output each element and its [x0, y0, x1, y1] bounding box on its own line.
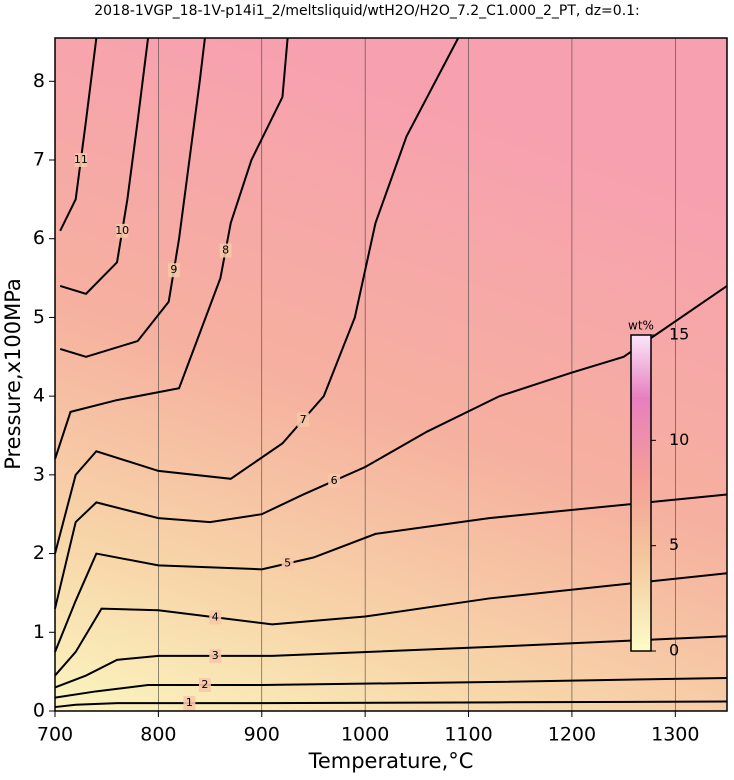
contour-label-bg [74, 153, 87, 168]
y-tick-label: 2 [33, 542, 45, 564]
x-axis-label: Temperature,°C [308, 749, 474, 773]
colorbar-tick-label: 15 [669, 325, 689, 344]
colorbar-tick-label: 10 [669, 430, 689, 449]
colorbar-tick-label: 0 [669, 641, 679, 660]
plot-frame [54, 37, 728, 712]
y-tick-label: 5 [33, 306, 45, 328]
contour-line [54, 37, 460, 554]
contour-label-bg [281, 556, 294, 571]
y-axis-label: Pressure,x100MPa [1, 278, 25, 470]
contour-label: 6 [331, 474, 338, 487]
contour-label-bg [167, 263, 180, 278]
colorbar-scale [630, 334, 652, 652]
contour-label: 1 [186, 696, 193, 709]
contour-label-bg [209, 648, 222, 663]
y-tick-label: 3 [33, 463, 45, 485]
contour-label-bg [198, 678, 211, 693]
x-tick-label: 1200 [548, 724, 596, 746]
x-tick-label: 900 [244, 724, 280, 746]
x-tick-label: 1100 [444, 724, 492, 746]
contour-label-bg [116, 223, 129, 238]
contour-label-bg [297, 412, 310, 427]
y-tick-label: 4 [33, 385, 45, 407]
y-tick-label: 6 [33, 227, 45, 249]
contour-label: 9 [170, 263, 177, 276]
contour-label: 3 [212, 649, 219, 662]
plot-background [55, 38, 727, 711]
x-tick-label: 1300 [651, 724, 699, 746]
y-tick-label: 7 [33, 149, 45, 171]
contour-label: 7 [300, 413, 307, 426]
contour-label-bg [183, 696, 196, 711]
chart-title: 2018-1VGP_18-1V-p14i1_2/meltsliquid/wtH2… [94, 3, 640, 19]
colorbar-label: wt% [628, 319, 654, 333]
x-tick-label: 700 [37, 724, 73, 746]
colorbar-tick-label: 5 [669, 535, 679, 554]
contour-label: 11 [74, 153, 88, 166]
contour-label: 10 [115, 224, 129, 237]
contour-label-bg [328, 473, 341, 488]
contour-label: 4 [212, 610, 219, 623]
contour-label-bg [219, 243, 232, 258]
x-tick-label: 800 [140, 724, 176, 746]
contour-line [54, 493, 728, 653]
y-tick-label: 0 [33, 700, 45, 722]
contour-label-bg [209, 610, 222, 625]
contour-label: 2 [201, 678, 208, 691]
contour-label: 5 [284, 556, 291, 569]
colorbar: wt% 0 5 10 15 [628, 319, 689, 660]
contour-line [54, 37, 289, 460]
y-tick-label: 1 [33, 621, 45, 643]
contour-line [54, 635, 728, 689]
y-tick-label: 8 [33, 70, 45, 92]
contour-label: 8 [222, 244, 229, 257]
contours: 12 3 4 5 6 7 8 9 10 11 [54, 37, 728, 711]
x-tick-label: 1000 [341, 724, 389, 746]
contour-line [54, 285, 728, 609]
